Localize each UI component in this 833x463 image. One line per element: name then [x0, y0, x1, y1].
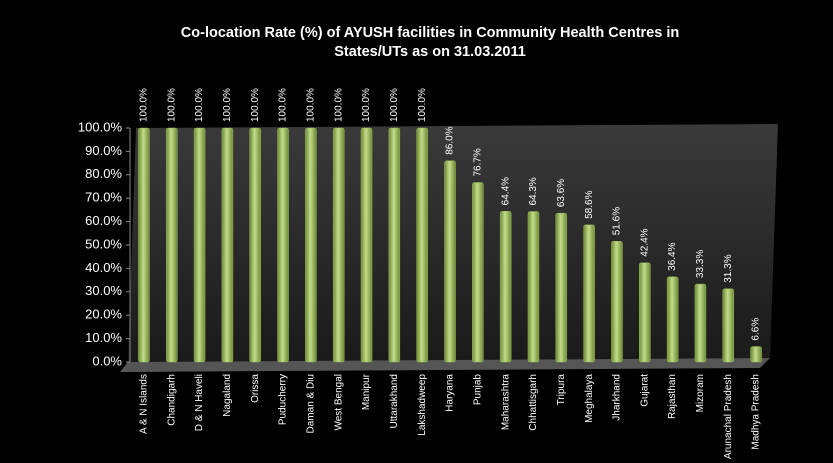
- x-tick-label: Arunachal Pradesh: [723, 374, 734, 459]
- y-tick-label: 60.0%: [85, 213, 122, 228]
- x-tick-label: Daman & Diu: [306, 374, 317, 433]
- bar: [750, 346, 762, 363]
- value-label: 64.4%: [500, 177, 511, 205]
- bar: [360, 127, 373, 363]
- x-tick-label: Haryana: [445, 374, 456, 412]
- value-label: 100.0%: [222, 88, 233, 122]
- y-tick-label: 100.0%: [78, 119, 123, 134]
- bar: [472, 182, 484, 363]
- value-label: 100.0%: [306, 88, 317, 122]
- x-tick-label: Chhattisgarh: [528, 374, 539, 431]
- bar: [694, 283, 707, 363]
- value-label: 86.0%: [445, 126, 456, 154]
- bar: [499, 211, 512, 363]
- x-tick-label: D & N Haveli: [194, 374, 205, 431]
- value-label: 100.0%: [250, 88, 261, 122]
- value-label: 100.0%: [166, 88, 177, 122]
- x-tick-label: Manipur: [361, 373, 372, 410]
- y-tick-label: 80.0%: [85, 166, 122, 181]
- value-label: 33.3%: [695, 250, 706, 278]
- x-tick-label: Madhya Pradesh: [751, 374, 762, 450]
- bar: [722, 288, 735, 363]
- y-tick-label: 20.0%: [85, 307, 122, 322]
- value-label: 100.0%: [278, 88, 289, 122]
- bar: [221, 127, 234, 363]
- bar: [388, 127, 401, 363]
- x-tick-label: Mizoram: [695, 374, 706, 412]
- value-label: 63.6%: [556, 179, 567, 207]
- y-tick-label: 70.0%: [85, 190, 122, 205]
- bar: [639, 262, 651, 363]
- bar: [277, 127, 289, 363]
- value-label: 6.6%: [751, 318, 762, 341]
- bar: [249, 127, 261, 363]
- x-tick-label: West Bengal: [333, 374, 344, 431]
- x-tick-label: Puducherry: [278, 374, 289, 425]
- x-tick-label: Nagaland: [222, 374, 233, 417]
- value-label: 100.0%: [194, 88, 205, 122]
- value-label: 42.4%: [639, 228, 650, 256]
- bar: [305, 127, 317, 363]
- bar: [193, 127, 206, 363]
- value-label: 100.0%: [389, 88, 400, 122]
- chart-title: Co-location Rate (%) of AYUSH facilities…: [181, 25, 679, 41]
- value-label: 31.3%: [723, 254, 734, 282]
- chart-title: States/UTs as on 31.03.2011: [334, 44, 526, 60]
- x-tick-label: Meghalaya: [584, 374, 595, 423]
- x-tick-label: A & N Islands: [139, 374, 150, 434]
- y-tick-label: 30.0%: [85, 283, 122, 298]
- y-tick-label: 0.0%: [92, 353, 122, 368]
- bar: [444, 160, 456, 363]
- x-tick-label: Tripura: [556, 374, 567, 406]
- bar: [138, 127, 150, 363]
- x-tick-label: Lakshadweep: [417, 374, 428, 436]
- value-label: 58.6%: [584, 190, 595, 218]
- value-label: 76.7%: [472, 148, 483, 176]
- bar: [165, 127, 178, 363]
- value-label: 36.4%: [667, 242, 678, 270]
- bar: [332, 127, 345, 363]
- x-tick-label: Orissa: [250, 374, 261, 403]
- y-tick-label: 40.0%: [85, 260, 122, 275]
- bar: [416, 127, 428, 363]
- x-tick-label: Uttarakhand: [389, 374, 400, 428]
- x-tick-label: Jharkhand: [612, 374, 623, 421]
- x-tick-label: Maharashtra: [500, 374, 511, 431]
- x-tick-label: Gujarat: [639, 374, 650, 407]
- x-tick-label: Punjab: [472, 374, 483, 406]
- bar: [527, 211, 540, 363]
- y-tick-label: 90.0%: [85, 143, 122, 158]
- bar: [555, 212, 568, 363]
- bar: [666, 276, 679, 363]
- y-tick-label: 10.0%: [85, 330, 122, 345]
- y-tick-label: 50.0%: [85, 236, 122, 251]
- value-label: 51.6%: [612, 207, 623, 235]
- x-tick-label: Chandigarh: [166, 374, 177, 426]
- value-label: 100.0%: [333, 88, 344, 122]
- value-label: 100.0%: [361, 88, 372, 122]
- bar: [611, 241, 623, 363]
- value-label: 100.0%: [417, 88, 428, 122]
- value-label: 64.3%: [528, 177, 539, 205]
- bar: [583, 224, 595, 363]
- value-label: 100.0%: [139, 88, 150, 122]
- x-tick-label: Rajasthan: [667, 374, 678, 419]
